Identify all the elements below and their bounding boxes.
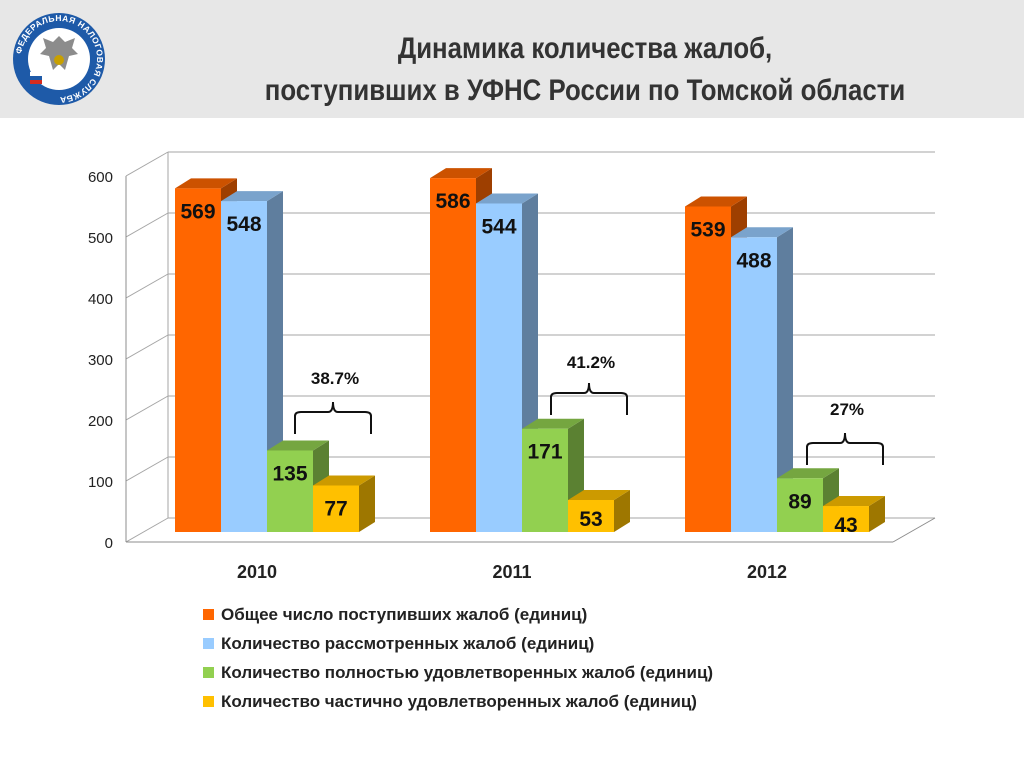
bar [823,506,869,532]
bar-top [313,475,375,486]
data-label: 77 [324,497,347,520]
data-label: 488 [736,249,771,272]
bar [685,206,731,532]
legend-swatch [203,609,214,620]
bar [731,237,777,532]
x-tick-label: 2012 [747,562,787,582]
gridline-side [125,395,169,421]
bar-top [568,489,630,500]
bar-chart: 0 100 200 300 400 500 600 569 548 135 77 2010 586 544… [88,151,936,582]
bar-top [522,418,584,429]
bar-top [476,193,538,204]
bar [777,478,823,532]
bar [267,450,313,532]
gridline-side [125,334,169,360]
annotation-label: 41.2% [567,353,615,372]
legend-entry: Количество полностью удовлетворенных жал… [203,658,713,687]
legend-swatch [203,696,214,707]
data-label: 53 [579,508,602,531]
annotation-label: 38.7% [311,369,359,388]
data-label: 43 [834,514,857,537]
data-label: 544 [481,215,516,238]
legend-label: Количество рассмотренных жалоб (единиц) [221,633,595,653]
bar-top [430,168,492,179]
bar-top [777,468,839,479]
bar-side [869,496,885,532]
gridline-side [125,517,169,543]
bar [568,499,614,532]
x-tick-label: 2010 [237,562,277,582]
y-tick-label: 400 [88,291,113,308]
gridline-side [125,151,169,177]
data-label: 171 [527,441,562,464]
bar [175,188,221,532]
y-tick-label: 200 [88,413,113,430]
bar [221,201,267,532]
fns-emblem-icon: ФЕДЕРАЛЬНАЯ НАЛОГОВАЯ СЛУЖБА [13,13,105,105]
legend-swatch [203,638,214,649]
title-line-1: Динамика количества жалоб, [397,32,773,65]
x-tick-label: 2011 [492,562,531,582]
header-band: ФЕДЕРАЛЬНАЯ НАЛОГОВАЯ СЛУЖБА Динамика ко… [0,0,1024,118]
bar [313,485,359,532]
data-label: 569 [180,200,215,223]
legend-swatch [203,667,214,678]
floor-right-edge [892,517,936,543]
chart-legend: Общее число поступивших жалоб (единиц) Ко… [203,600,713,716]
y-tick-label: 300 [88,352,113,369]
legend-label: Количество полностью удовлетворенных жал… [221,662,714,682]
legend-entry: Количество рассмотренных жалоб (единиц) [203,629,713,658]
bar-side [777,227,793,532]
bar [522,428,568,532]
bar-top [823,496,885,507]
bar-side [614,489,630,532]
bar-top [221,191,283,202]
legend-label: Количество частично удовлетворенных жало… [221,691,697,711]
bar-top [685,196,747,207]
brace-annotation [294,401,372,434]
data-label: 548 [226,213,261,236]
y-tick-label: 500 [88,230,113,247]
data-label: 135 [272,462,307,485]
page-title: Динамика количества жалоб, поступивших в… [211,28,959,112]
y-tick-label: 600 [88,169,113,186]
bar-side [359,475,375,532]
data-label: 586 [435,190,470,213]
legend-label: Общее число поступивших жалоб (единиц) [221,604,588,624]
data-label: 89 [788,490,811,513]
gridline-side [125,273,169,299]
annotation-label: 27% [830,400,864,419]
legend-entry: Общее число поступивших жалоб (единиц) [203,600,713,629]
gridline-side [125,456,169,482]
bar [430,178,476,532]
title-line-2: поступивших в УФНС России по Томской обл… [264,74,906,107]
data-label: 539 [690,218,725,241]
bar [476,203,522,532]
y-tick-label: 0 [105,535,113,552]
brace-annotation [550,382,628,415]
bar-top [175,178,237,189]
bar-top [731,227,793,238]
legend-entry: Количество частично удовлетворенных жало… [203,687,713,716]
y-tick-label: 100 [88,474,113,491]
gridline-side [125,212,169,238]
brace-annotation [806,432,884,465]
bar-top [267,440,329,451]
